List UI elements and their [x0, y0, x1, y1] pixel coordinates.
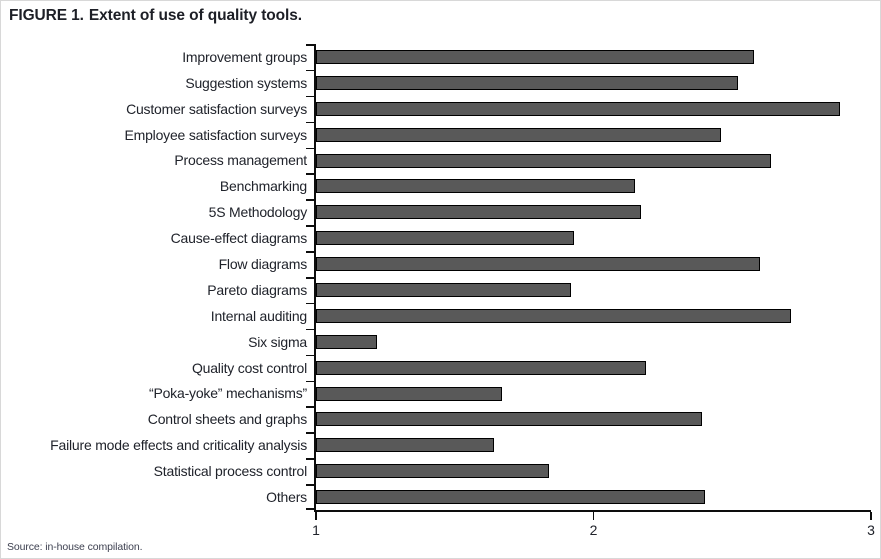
y-axis-tick	[306, 147, 314, 150]
bar	[316, 490, 705, 505]
figure-number: FIGURE 1.	[9, 7, 84, 24]
category-label: Cause-effect diagrams	[170, 230, 308, 247]
category-label: Improvement groups	[182, 48, 307, 65]
bar	[316, 464, 550, 479]
category-label: Six sigma	[248, 333, 307, 350]
y-axis-tick	[306, 251, 314, 253]
x-axis-tick	[315, 512, 317, 520]
bar	[316, 386, 502, 401]
bar	[316, 101, 841, 116]
category-label: Quality cost control	[191, 359, 307, 376]
bar	[316, 334, 378, 349]
bar	[316, 127, 722, 142]
bar	[316, 231, 575, 246]
category-labels: Improvement groups Suggestion systems Cust…	[1, 44, 307, 510]
y-axis-tick	[306, 173, 314, 176]
category-label: Internal auditing	[210, 307, 307, 324]
figure-title: FIGURE 1. Extent of use of quality tools.	[9, 7, 302, 25]
category-label: “Poka-yoke” mechanisms”	[149, 385, 307, 402]
y-axis-tick	[306, 432, 314, 434]
y-axis-tick	[306, 302, 314, 305]
category-label: Pareto diagrams	[207, 281, 307, 298]
x-axis-tick-label: 3	[867, 522, 875, 538]
y-axis-tick	[306, 95, 314, 98]
bar	[316, 205, 641, 220]
bar	[316, 282, 572, 297]
y-axis-tick	[306, 44, 314, 46]
category-label: Failure mode effects and criticality ana…	[50, 437, 307, 454]
category-label: Suggestion systems	[185, 74, 307, 91]
category-label: Employee satisfaction surveys	[124, 126, 307, 143]
bar	[316, 412, 702, 427]
bar	[316, 257, 760, 272]
category-label: Statistical process control	[153, 463, 308, 480]
y-axis-tick	[306, 225, 314, 227]
x-axis-tick	[870, 512, 872, 520]
bar	[316, 438, 494, 453]
y-axis-tick	[306, 484, 314, 486]
bar	[316, 75, 738, 90]
y-axis-tick	[306, 199, 314, 201]
bar	[316, 153, 772, 168]
category-label: Control sheets and graphs	[147, 411, 307, 428]
x-axis-tick-label: 1	[312, 522, 320, 538]
category-label: Flow diagrams	[218, 256, 308, 273]
y-axis-tick	[306, 328, 314, 331]
y-axis-tick	[306, 277, 314, 279]
source-note: Source: in-house compilation.	[7, 541, 143, 553]
bar	[316, 49, 755, 64]
figure-caption: Extent of use of quality tools.	[88, 7, 302, 24]
y-axis-tick	[306, 121, 314, 124]
y-axis-tick	[306, 406, 314, 409]
category-label: Others	[266, 489, 307, 506]
y-axis-tick	[306, 69, 314, 72]
y-axis-tick	[306, 354, 314, 357]
category-label: Process management	[174, 152, 307, 169]
bar	[316, 360, 647, 375]
category-label: 5S Methodology	[208, 204, 308, 221]
y-axis-tick	[306, 508, 314, 510]
x-axis-tick	[592, 512, 595, 520]
category-label: Customer satisfaction surveys	[126, 100, 307, 117]
x-axis-tick-label: 2	[589, 522, 598, 538]
bar	[316, 179, 636, 194]
category-label: Benchmarking	[219, 178, 307, 195]
y-axis-tick	[306, 380, 314, 383]
bar	[316, 308, 791, 323]
plot-area: 1 2 3	[306, 44, 875, 538]
y-axis-tick	[306, 458, 314, 460]
